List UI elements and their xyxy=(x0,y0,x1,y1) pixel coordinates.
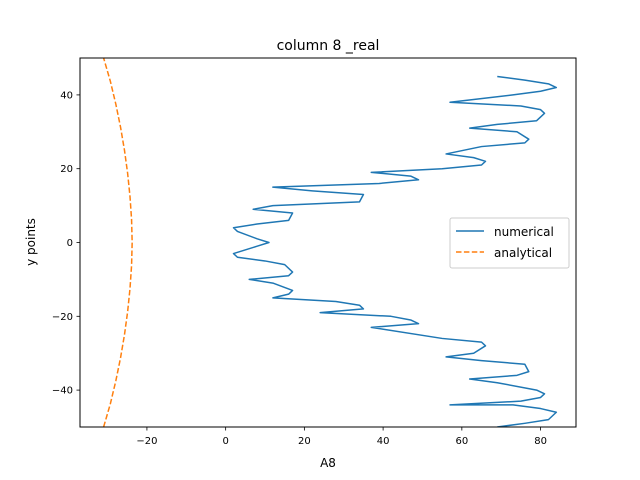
x-tick-label: 40 xyxy=(377,436,390,447)
x-tick-label: 0 xyxy=(222,436,228,447)
series-line-analytical xyxy=(102,58,133,427)
y-tick-label: 40 xyxy=(60,90,73,101)
y-tick-label: 20 xyxy=(60,164,73,175)
chart-title: column 8 _real xyxy=(277,38,380,54)
plot-series-layer xyxy=(102,58,558,427)
y-tick-label: −40 xyxy=(52,386,73,397)
y-tick-label: 0 xyxy=(67,238,73,249)
legend: numerical analytical xyxy=(449,217,570,269)
x-tick-label: 20 xyxy=(298,436,311,447)
x-tick-label: 80 xyxy=(534,436,547,447)
x-tick-label: −20 xyxy=(136,436,157,447)
legend-label-analytical: analytical xyxy=(494,246,552,260)
legend-label-numerical: numerical xyxy=(494,225,554,239)
y-tick-label: −20 xyxy=(52,312,73,323)
axis-ticks: −20 0 20 40 60 80 −40 −20 0 20 40 xyxy=(52,90,547,447)
x-axis-label: A8 xyxy=(320,456,336,470)
series-line-numerical xyxy=(232,75,558,427)
plot-area-frame xyxy=(79,57,577,428)
y-axis-label: y points xyxy=(24,218,38,266)
x-tick-label: 60 xyxy=(455,436,468,447)
